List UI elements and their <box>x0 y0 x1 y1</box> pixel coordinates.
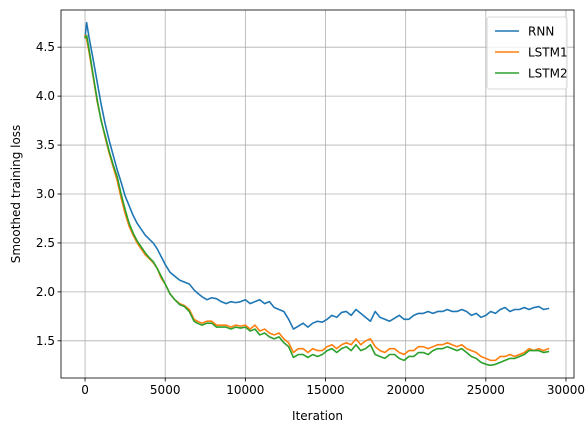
legend-label: LSTM1 <box>528 46 568 60</box>
legend: RNN LSTM1 LSTM2 <box>486 16 568 90</box>
x-tick-label: 20000 <box>387 383 425 397</box>
x-tick-label: 10000 <box>226 383 264 397</box>
legend-box <box>486 16 568 90</box>
series-line-rnn <box>84 21 550 330</box>
series-lines <box>83 21 550 367</box>
x-tick-label: 25000 <box>467 383 505 397</box>
x-tick-label: 30000 <box>547 383 585 397</box>
y-axis: 1.5 2.0 2.5 3.0 3.5 4.0 4.5 <box>36 40 61 348</box>
x-tick-label: 5000 <box>150 383 181 397</box>
x-tick-label: 15000 <box>306 383 344 397</box>
x-axis: 0 5000 10000 15000 20000 25000 30000 <box>81 378 585 397</box>
legend-label: LSTM2 <box>528 67 568 81</box>
series-line-lstm2 <box>83 34 550 367</box>
y-axis-label: Smoothed training loss <box>9 125 23 264</box>
y-tick-label: 3.5 <box>36 138 55 152</box>
legend-label: RNN <box>528 25 554 39</box>
y-tick-label: 2.5 <box>36 236 55 250</box>
x-tick-label: 0 <box>81 383 89 397</box>
series-line-lstm1 <box>84 34 550 362</box>
y-tick-label: 3.0 <box>36 187 55 201</box>
y-tick-label: 2.0 <box>36 285 55 299</box>
y-tick-label: 4.0 <box>36 89 55 103</box>
x-axis-label: Iteration <box>292 409 343 423</box>
y-tick-label: 1.5 <box>36 334 55 348</box>
y-tick-label: 4.5 <box>36 40 55 54</box>
